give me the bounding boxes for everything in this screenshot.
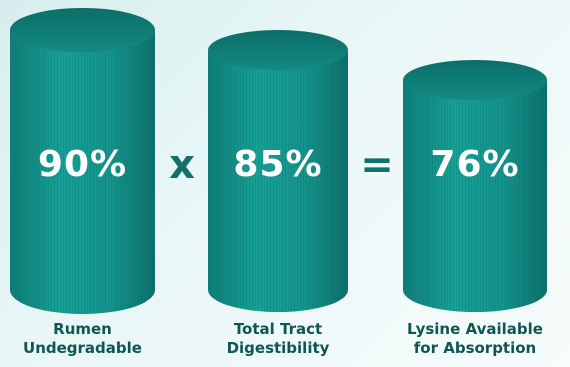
label-line: Digestibility — [226, 339, 330, 357]
cylinder-rumen-undegradable — [10, 8, 155, 314]
label-total-tract-digestibility: Total Tract Digestibility — [200, 320, 356, 358]
label-line: Total Tract — [233, 320, 323, 338]
label-line: Lysine Available — [407, 320, 543, 338]
label-line: Undegradable — [23, 339, 142, 357]
label-line: Rumen — [53, 320, 112, 338]
value-total-tract-digestibility: 85% — [233, 144, 323, 185]
value-lysine-available: 76% — [430, 144, 520, 185]
cylinder-lysine-available — [403, 60, 547, 312]
multiply-operator: x — [169, 142, 195, 188]
equals-operator: = — [360, 142, 394, 188]
value-rumen-undegradable: 90% — [37, 144, 128, 185]
label-lysine-available: Lysine Available for Absorption — [388, 320, 562, 358]
label-line: for Absorption — [413, 339, 537, 357]
label-rumen-undegradable: Rumen Undegradable — [10, 320, 155, 358]
cylinder-total-tract-digestibility — [208, 30, 348, 312]
